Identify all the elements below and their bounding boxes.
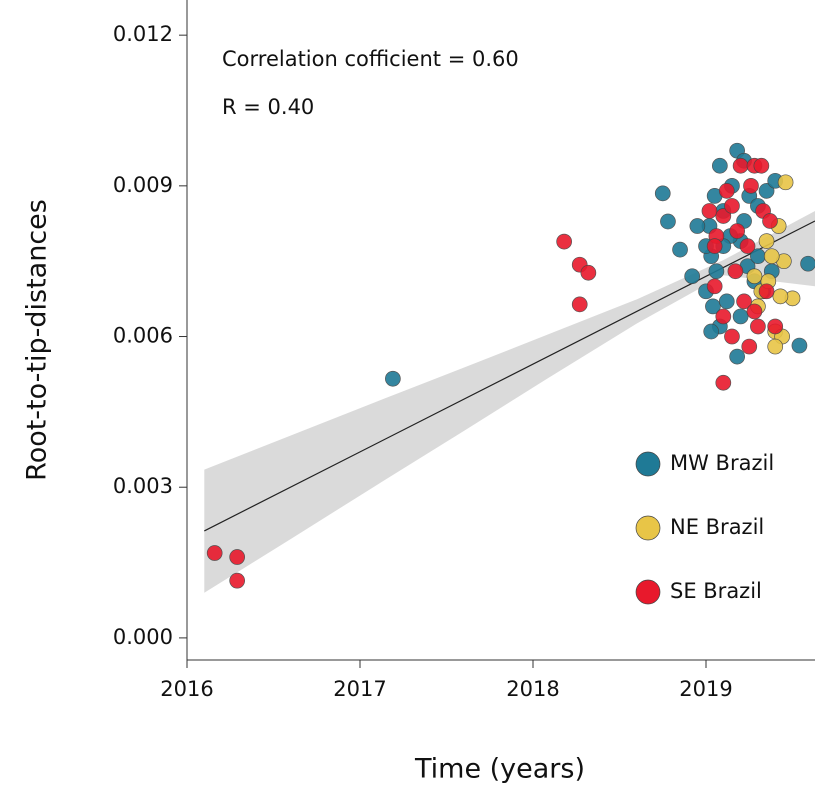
point xyxy=(654,185,671,202)
point xyxy=(703,323,720,340)
point xyxy=(556,233,572,250)
legend-label: SE Brazil xyxy=(670,579,762,603)
point xyxy=(711,157,728,174)
point xyxy=(229,572,246,589)
y-axis-title: Root-to-tip-distances xyxy=(22,199,53,481)
point xyxy=(206,545,223,561)
point xyxy=(727,263,744,280)
point xyxy=(684,268,701,285)
point xyxy=(708,263,725,280)
point xyxy=(724,328,740,345)
point xyxy=(715,208,732,224)
point xyxy=(732,308,749,325)
point xyxy=(706,238,723,254)
point xyxy=(229,549,246,565)
point xyxy=(758,233,775,249)
point xyxy=(772,288,789,305)
point xyxy=(767,338,784,355)
legend-label: MW Brazil xyxy=(670,451,774,475)
point xyxy=(746,303,763,320)
point xyxy=(724,198,740,214)
point xyxy=(580,264,597,281)
point xyxy=(571,296,588,313)
y-tick-label: 0.003 xyxy=(113,474,173,498)
point xyxy=(777,174,794,191)
x-tick-label: 2016 xyxy=(160,677,213,701)
legend-swatch xyxy=(635,451,661,477)
point xyxy=(762,213,778,229)
point xyxy=(706,278,723,295)
point xyxy=(689,218,706,234)
x-tick-label: 2019 xyxy=(679,677,732,701)
point xyxy=(800,255,815,272)
point xyxy=(672,241,688,258)
legend-label: NE Brazil xyxy=(670,515,764,539)
confidence-band xyxy=(204,210,815,593)
point xyxy=(715,308,732,325)
point xyxy=(660,213,676,230)
y-tick-label: 0.009 xyxy=(113,173,173,197)
point xyxy=(739,238,756,254)
point xyxy=(729,223,745,239)
point xyxy=(715,374,732,391)
x-axis-title: Time (years) xyxy=(414,754,585,785)
point xyxy=(758,283,775,300)
point xyxy=(763,248,780,265)
point xyxy=(767,318,784,335)
annotation: R = 0.40 xyxy=(222,95,314,119)
point xyxy=(705,298,721,315)
point xyxy=(701,203,718,219)
y-tick-label: 0.006 xyxy=(113,324,173,348)
x-tick-label: 2018 xyxy=(506,677,559,701)
point xyxy=(718,293,735,310)
y-tick-label: 0.000 xyxy=(113,625,173,649)
annotation: Correlation cofficient = 0.60 xyxy=(222,47,519,71)
legend-swatch xyxy=(635,579,661,605)
point xyxy=(753,157,770,174)
point xyxy=(743,177,759,194)
point xyxy=(729,348,745,365)
point xyxy=(791,337,808,354)
x-tick-label: 2017 xyxy=(333,677,386,701)
point xyxy=(746,268,763,285)
point xyxy=(741,338,758,355)
point xyxy=(732,157,749,174)
point xyxy=(718,183,735,199)
point xyxy=(758,183,775,199)
point xyxy=(736,293,752,310)
point xyxy=(385,370,401,387)
legend-swatch xyxy=(635,515,661,541)
point xyxy=(750,318,766,335)
y-tick-label: 0.012 xyxy=(113,22,173,46)
